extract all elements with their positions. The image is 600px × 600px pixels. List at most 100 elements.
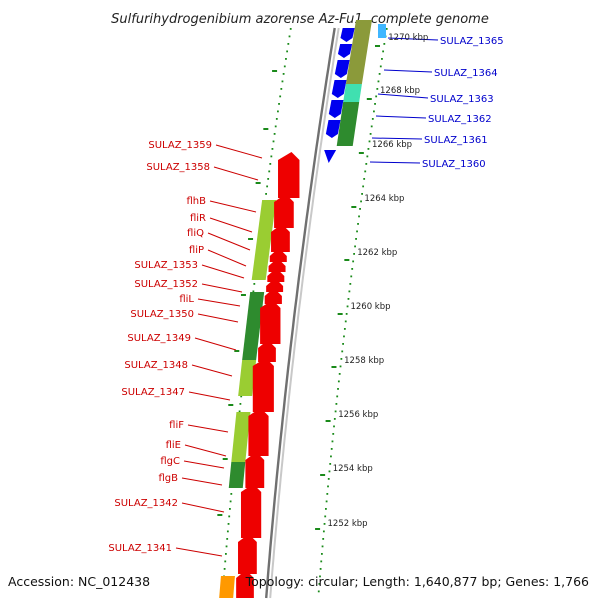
reverse-gene-label: fliL [179,294,194,305]
reverse-gene-label: fliP [189,245,204,256]
scale-dot [360,200,362,203]
scale-dot [253,283,256,285]
scale-dot [375,95,378,98]
scale-dot [252,290,255,293]
kbp-label: 1266 kbp [372,140,412,150]
leader-line [371,137,423,140]
map-title: Sulfurihydrogenibium azorense Az-Fu1, co… [111,12,489,27]
scale-dot [280,88,283,90]
scale-dot [377,80,380,83]
scale-dot [371,118,374,120]
scale-dot [343,335,345,338]
kbp-label: 1262 kbp [357,248,397,258]
forward-gene-label: SULAZ_1360 [422,159,486,170]
reverse-gene-label: fliF [169,420,184,431]
scale-dot [326,493,329,495]
scale-dot [379,65,382,68]
reverse-gene-label: SULAZ_1353 [134,260,198,271]
scale-dot [366,155,369,158]
scale-dot [361,193,363,195]
leader-line [197,298,241,307]
scale-dot [341,350,344,353]
scale-dot [278,103,280,105]
scale-dot [285,58,287,60]
kbp-label: 1264 kbp [364,194,404,204]
scale-dot [223,568,226,570]
forward-gene [340,28,355,42]
scale-dash [344,259,350,261]
kbp-label: 1254 kbp [333,464,373,474]
scale-dot [269,163,272,165]
scale-dot [279,95,282,98]
scale-dot [368,140,371,143]
reverse-gene-label: SULAZ_1359 [148,140,212,151]
reverse-gene-label: SULAZ_1347 [121,387,185,398]
scale-dash [331,366,337,368]
scale-dot [332,433,335,435]
scale-dot [344,320,347,323]
leader-line [207,232,251,251]
scale-dot [382,50,385,53]
scale-dot [273,133,276,135]
scale-dot [353,253,356,255]
scale-dot [359,208,361,210]
scale-dot [319,568,322,570]
scale-dash [366,98,372,100]
scale-dot [325,508,327,510]
scale-dot [239,403,242,405]
scale-dot [229,508,231,510]
reverse-gene [238,534,257,574]
scale-dot [331,440,334,443]
forward-gene [331,80,347,98]
scale-dash [272,70,278,72]
scale-dot [337,380,340,383]
scale-dash [325,420,331,422]
scale-dot [330,448,333,450]
scale-dot [286,50,289,53]
scale-dash [248,238,254,240]
forward-gene [334,60,350,78]
scale-dot [238,410,241,413]
scale-dot [329,463,332,465]
scale-dot [321,545,324,548]
scale-dot [378,73,381,75]
scale-dot [374,103,376,105]
leader-line [181,502,225,513]
cog-block [231,412,251,462]
scale-dot [336,395,339,398]
reverse-gene [252,358,274,412]
reverse-gene-label: SULAZ_1358 [146,162,210,173]
kbp-scale-labels: 1270 kbp 1268 kbp 1266 kbp 1264 kbp 1262 kbp… [328,33,429,529]
forward-gene [328,100,344,118]
forward-gene [337,44,353,58]
reverse-gene-label: SULAZ_1350 [130,309,194,320]
forward-gene-label: SULAZ_1363 [430,94,494,105]
reverse-gene-label: fliE [166,440,181,451]
reverse-gene-label: flgB [158,473,178,484]
scale-dot [228,515,231,518]
scale-dot [225,545,228,548]
scale-dot [323,523,326,525]
scale-dash [337,313,343,315]
scale-dot [381,58,383,60]
scale-dot [267,178,270,180]
scale-dot [370,125,373,128]
scale-dot [364,170,367,173]
kbp-label: 1256 kbp [338,410,378,420]
reverse-gene [267,268,285,282]
scale-dot [317,590,320,593]
forward-gene-label: SULAZ_1365 [440,36,504,47]
scale-dot [288,35,291,38]
reverse-gene [278,152,300,198]
scale-dash [228,404,234,406]
reverse-gene-label: SULAZ_1349 [127,333,191,344]
scale-dash [320,474,326,476]
cog-block [343,84,362,102]
reverse-gene-label: flgC [160,456,180,467]
scale-dot [348,290,351,293]
scale-dot [271,148,274,150]
leader-line [197,313,239,323]
scale-dot [330,455,332,458]
scale-dash [255,182,261,184]
scale-dash [263,128,269,130]
